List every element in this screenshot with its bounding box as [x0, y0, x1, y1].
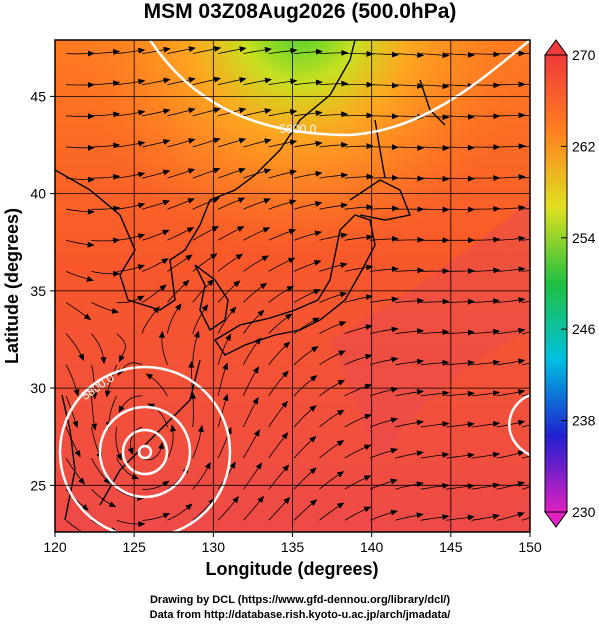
x-tick-label: 140 — [360, 539, 384, 555]
x-tick-label: 145 — [439, 539, 463, 555]
contour-label: 5800.0 — [280, 122, 317, 136]
footer-line: Data from http://database.rish.kyoto-u.a… — [150, 609, 451, 621]
y-axis-label: Latitude (degrees) — [2, 208, 22, 364]
colorbar-tick-label: 238 — [572, 413, 596, 429]
x-tick-label: 125 — [122, 539, 146, 555]
y-tick-label: 35 — [30, 283, 46, 299]
colorbar-extend-bottom — [545, 512, 567, 527]
streamline — [421, 271, 449, 272]
y-tick-label: 40 — [30, 186, 46, 202]
colorbar-tick-label: 270 — [572, 47, 596, 63]
x-tick-label: 120 — [43, 539, 67, 555]
x-tick-label: 135 — [281, 539, 305, 555]
x-tick-label: 150 — [518, 539, 542, 555]
y-tick-label: 30 — [30, 380, 46, 396]
colorbar-tick-label: 246 — [572, 321, 596, 337]
colorbar-extend-top — [545, 40, 567, 55]
x-axis-label: Longitude (degrees) — [205, 559, 378, 579]
colorbar — [545, 55, 567, 512]
colorbar-tick-label: 254 — [572, 230, 596, 246]
y-tick-label: 25 — [30, 477, 46, 493]
chart-title: MSM 03Z08Aug2026 (500.0hPa) — [144, 0, 457, 23]
y-tick-label: 45 — [30, 88, 46, 104]
x-tick-label: 130 — [202, 539, 226, 555]
colorbar-tick-label: 230 — [572, 504, 596, 520]
footer-line: Drawing by DCL (https://www.gfd-dennou.o… — [150, 594, 450, 606]
map-area — [55, 40, 550, 537]
colorbar-tick-label: 262 — [572, 138, 596, 154]
